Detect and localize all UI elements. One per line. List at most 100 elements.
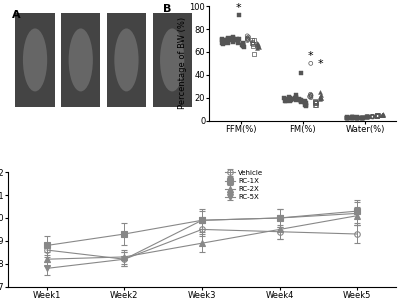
Point <box>358 115 365 120</box>
Point <box>348 115 355 120</box>
Text: (RC-2X): (RC-2X) <box>117 110 136 115</box>
Point <box>254 41 261 46</box>
Point <box>312 99 318 104</box>
Point <box>312 100 319 105</box>
Point <box>344 115 350 120</box>
Point <box>375 113 382 118</box>
Point <box>255 44 261 48</box>
Point <box>313 101 319 106</box>
Point <box>358 115 365 120</box>
Text: B: B <box>163 4 171 14</box>
Point <box>344 115 351 120</box>
Point <box>302 102 309 107</box>
Point <box>236 13 242 18</box>
Point <box>254 43 260 48</box>
Point <box>379 113 386 117</box>
Point <box>288 96 294 101</box>
Point <box>308 61 314 66</box>
Point <box>220 38 226 43</box>
Point <box>293 98 299 102</box>
Point <box>282 96 289 101</box>
Point <box>302 100 308 105</box>
Point <box>369 114 375 119</box>
Ellipse shape <box>69 28 93 92</box>
Point <box>306 94 313 99</box>
Point <box>368 114 375 119</box>
Point <box>312 100 318 105</box>
Point <box>288 98 294 102</box>
Point <box>230 36 236 41</box>
Point <box>318 93 324 98</box>
Point <box>374 113 380 118</box>
Point <box>287 96 294 101</box>
Point <box>316 90 323 95</box>
Point <box>219 38 226 43</box>
Point <box>379 113 385 117</box>
Point <box>349 115 356 120</box>
Point <box>282 99 289 104</box>
Point <box>344 116 350 120</box>
Point <box>240 43 246 48</box>
Point <box>245 34 252 39</box>
Point <box>219 40 226 45</box>
Legend: Vehicle, RC-1X, RC-2X, RC-5X: Vehicle, RC-1X, RC-2X, RC-5X <box>225 170 263 200</box>
Point <box>293 95 299 100</box>
Point <box>234 37 240 42</box>
Point <box>230 34 236 39</box>
Point <box>344 115 350 120</box>
Point <box>364 115 371 120</box>
Point <box>370 114 376 119</box>
Point <box>302 99 308 104</box>
Point <box>286 99 293 104</box>
Point <box>240 41 246 46</box>
Point <box>354 115 360 120</box>
Point <box>374 113 380 118</box>
Point <box>234 40 241 45</box>
Point <box>354 115 360 120</box>
Point <box>359 115 365 120</box>
Point <box>363 115 370 120</box>
Point <box>298 70 304 75</box>
Point <box>292 95 298 100</box>
Text: *: * <box>307 51 313 61</box>
Point <box>298 99 304 104</box>
Point <box>249 39 256 44</box>
Point <box>296 96 302 101</box>
Point <box>354 115 360 120</box>
Point <box>244 36 250 41</box>
Point <box>354 115 360 120</box>
Point <box>244 37 251 42</box>
Point <box>374 113 380 117</box>
Point <box>360 115 366 120</box>
Point <box>316 94 323 99</box>
Point <box>244 38 251 43</box>
Point <box>308 93 314 98</box>
Point <box>293 96 299 101</box>
Point <box>369 114 376 119</box>
Point <box>283 98 289 102</box>
Point <box>317 94 323 99</box>
Bar <box>61 13 100 107</box>
Point <box>220 39 227 44</box>
Point <box>245 37 251 42</box>
Point <box>317 95 324 100</box>
Point <box>250 38 257 43</box>
Point <box>298 100 304 105</box>
Point <box>344 115 350 120</box>
Point <box>230 37 236 42</box>
Point <box>364 115 371 120</box>
Point <box>365 115 371 120</box>
Point <box>302 102 308 107</box>
Point <box>234 38 240 43</box>
Point <box>344 115 351 120</box>
Point <box>307 92 314 97</box>
Point <box>224 37 231 42</box>
Point <box>363 115 370 120</box>
Point <box>302 103 309 108</box>
Ellipse shape <box>23 28 47 92</box>
Point <box>234 38 241 43</box>
Point <box>224 38 231 43</box>
Point <box>219 37 226 42</box>
Point <box>308 94 314 99</box>
Ellipse shape <box>114 28 138 92</box>
